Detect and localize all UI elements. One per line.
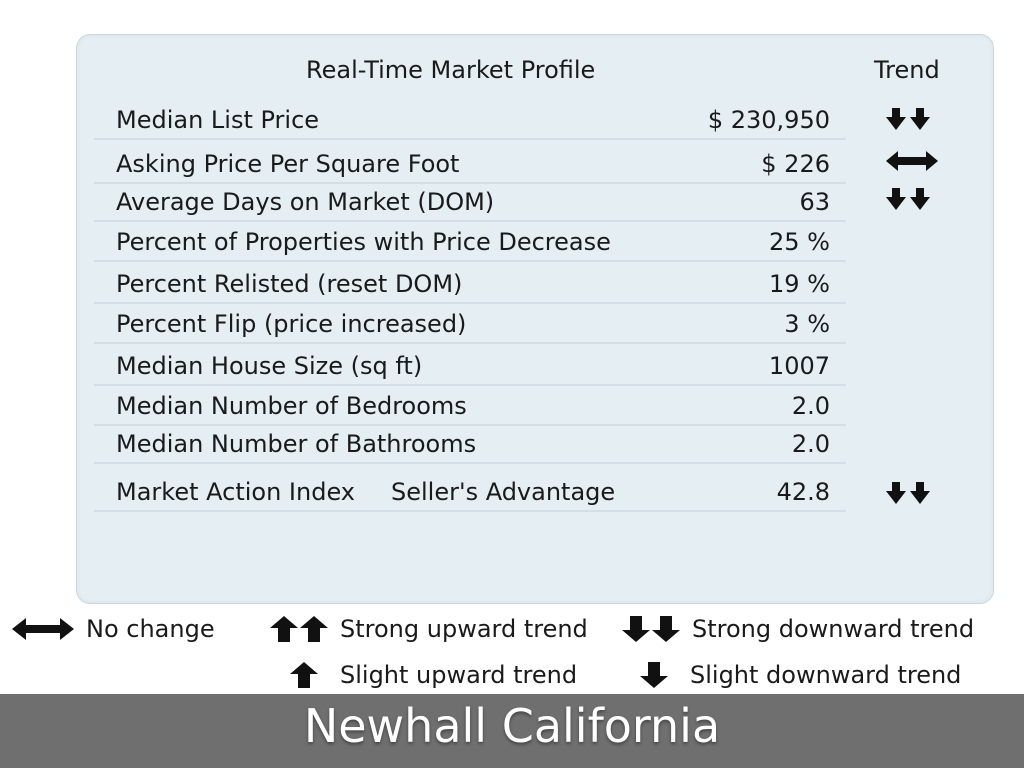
row-sublabel: Seller's Advantage [391,478,616,506]
row-label: Percent Flip (price increased) [116,310,467,338]
legend-slight-down: Slight downward trend [640,660,961,690]
legend-label: Strong upward trend [340,615,588,643]
table-row: Asking Price Per Square Foot $ 226 [94,142,846,184]
row-value: 42.8 [776,478,830,506]
no-change-icon [12,617,74,641]
table-row: Median Number of Bathrooms 2.0 [94,422,846,464]
row-value: $ 226 [761,150,830,178]
table-title: Real-Time Market Profile [306,56,596,84]
row-value: 1007 [768,352,830,380]
footer-banner [0,694,1024,768]
strong-down-icon [622,616,680,642]
strong-down-trend-icon [886,108,938,130]
legend-no-change: No change [12,614,215,644]
market-profile-panel [76,34,994,604]
legend-label: No change [86,615,215,643]
table-row: Percent Flip (price increased) 3 % [94,302,846,344]
row-label: Median House Size (sq ft) [116,352,423,380]
row-label: Median Number of Bathrooms [116,430,477,458]
trend-column-header: Trend [874,56,940,84]
legend-strong-up: Strong upward trend [270,614,588,644]
table-row: Percent Relisted (reset DOM) 19 % [94,262,846,304]
row-label: Market Action Index Seller's Advantage [116,478,616,506]
legend-label: Slight upward trend [340,661,578,689]
strong-up-icon [270,616,328,642]
table-row: Percent of Properties with Price Decreas… [94,220,846,262]
table-row: Median House Size (sq ft) 1007 [94,344,846,386]
row-label: Median Number of Bedrooms [116,392,467,420]
row-value: 2.0 [791,392,830,420]
row-value: 25 % [769,228,830,256]
table-row: Average Days on Market (DOM) 63 [94,180,846,222]
table-row: Median Number of Bedrooms 2.0 [94,384,846,426]
row-value: 2.0 [791,430,830,458]
legend-strong-down: Strong downward trend [622,614,974,644]
legend-label: Strong downward trend [692,615,975,643]
location-title: Newhall California [303,699,721,753]
legend-label: Slight downward trend [690,661,962,689]
row-label: Median List Price [116,106,320,134]
slight-up-icon [290,662,318,688]
strong-down-trend-icon [886,482,938,504]
row-label: Percent Relisted (reset DOM) [116,270,463,298]
row-label: Average Days on Market (DOM) [116,188,495,216]
strong-down-trend-icon [886,188,938,210]
row-label: Asking Price Per Square Foot [116,150,460,178]
row-value: $ 230,950 [707,106,830,134]
no-change-trend-icon [886,150,938,172]
row-value: 19 % [769,270,830,298]
row-label: Percent of Properties with Price Decreas… [116,228,611,256]
row-value: 3 % [784,310,830,338]
row-value: 63 [799,188,830,216]
table-row: Market Action Index Seller's Advantage 42… [94,470,846,512]
slight-down-icon [640,662,668,688]
table-row: Median List Price $ 230,950 [94,98,846,140]
legend-slight-up: Slight upward trend [290,660,577,690]
